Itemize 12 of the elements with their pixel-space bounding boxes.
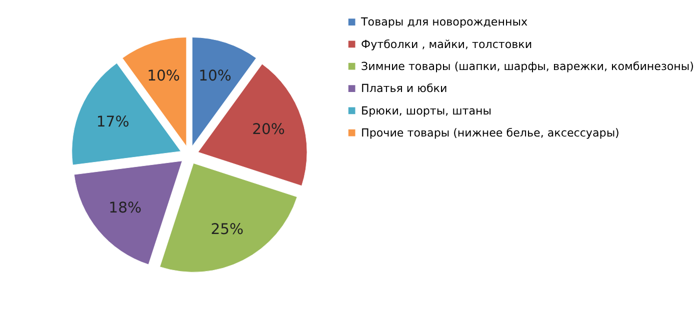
legend-label: Зимние товары (шапки, шарфы, варежки, комбинезоны) (361, 60, 694, 74)
data-label: 10% (198, 67, 232, 84)
data-label: 25% (210, 220, 244, 238)
legend-label: Платья и юбки (361, 82, 448, 96)
data-label: 20% (252, 120, 285, 138)
data-label: 17% (96, 114, 130, 131)
legend-label: Прочие товары (нижнее белье, аксессуары) (361, 126, 620, 140)
data-label: 10% (147, 67, 180, 84)
legend-label: Брюки, шорты, штаны (361, 104, 492, 118)
data-label: 18% (108, 200, 142, 217)
legend-label: Футболки , майки, толстовки (361, 38, 532, 51)
legend-label: Товары для новорожденных (360, 16, 528, 29)
